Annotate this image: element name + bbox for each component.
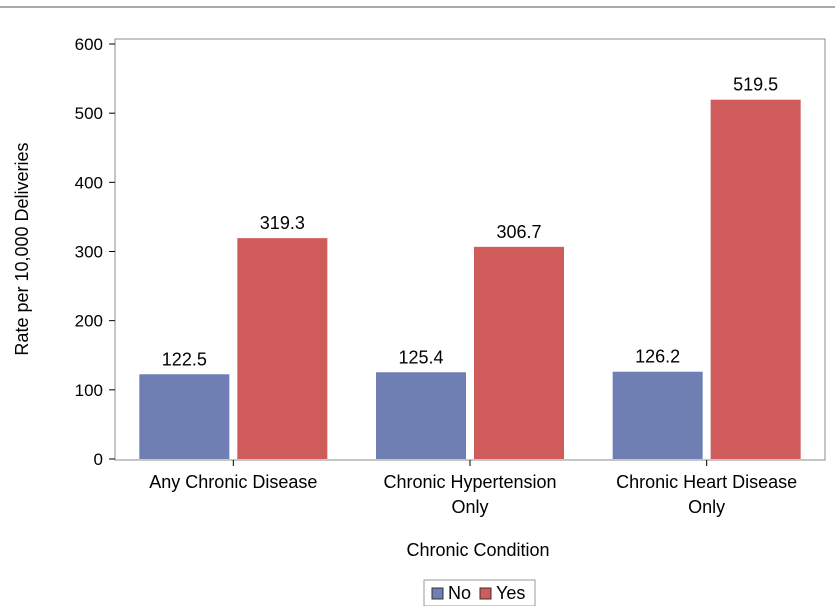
bar-yes [474, 246, 564, 459]
bar-no [376, 372, 466, 459]
legend-label-yes: Yes [496, 583, 525, 603]
legend-swatch-yes [479, 587, 492, 600]
x-axis: Any Chronic Disease Chronic Hypertension O… [149, 460, 797, 517]
bar-no [612, 371, 703, 459]
legend-frame [423, 579, 536, 606]
data-label: 125.4 [398, 347, 443, 367]
x-axis-title: Chronic Condition [406, 540, 549, 560]
data-label: 319.3 [260, 213, 305, 233]
data-label: 306.7 [496, 222, 541, 242]
data-label: 519.5 [733, 75, 778, 95]
data-label: 122.5 [162, 349, 207, 369]
y-tick-label: 300 [75, 243, 103, 262]
y-tick-label: 600 [75, 35, 103, 54]
bars [139, 99, 801, 459]
bar-yes [237, 238, 328, 459]
y-tick-label: 500 [75, 104, 103, 123]
y-axis-title: Rate per 10,000 Deliveries [12, 142, 32, 355]
bar-no [139, 374, 230, 459]
x-category-label: Chronic Heart Disease [616, 472, 797, 492]
x-category-label: Only [451, 497, 488, 517]
legend: No Yes [423, 579, 536, 606]
data-labels: 122.5 319.3 125.4 306.7 126.2 519.5 [162, 75, 778, 370]
data-label: 126.2 [635, 347, 680, 367]
x-category-label: Chronic Hypertension [383, 472, 556, 492]
x-category-label: Any Chronic Disease [149, 472, 317, 492]
y-tick-label: 0 [94, 450, 103, 469]
legend-swatch-no [431, 587, 444, 600]
x-category-label: Only [688, 497, 725, 517]
y-axis: 0 100 200 300 400 500 600 [75, 35, 115, 469]
legend-label-no: No [448, 583, 471, 603]
bar-yes [710, 99, 801, 459]
y-tick-label: 200 [75, 312, 103, 331]
y-tick-label: 400 [75, 173, 103, 192]
y-tick-label: 100 [75, 381, 103, 400]
